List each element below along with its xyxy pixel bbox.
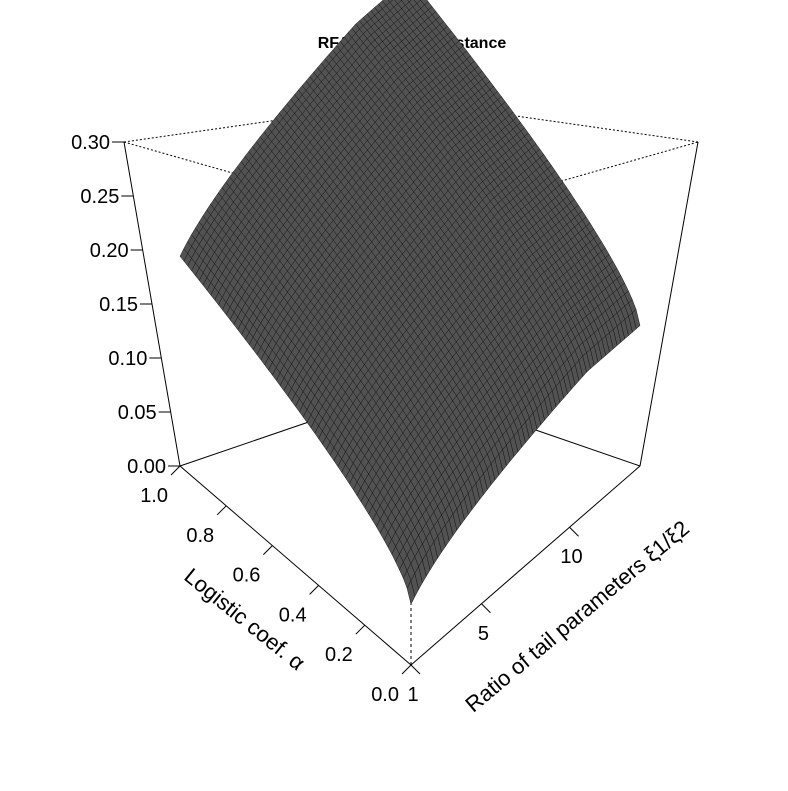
alpha-tick-mark <box>263 545 273 555</box>
alpha-tick-label: 1.0 <box>140 485 168 507</box>
alpha-tick-label: 0.0 <box>371 684 399 706</box>
surface-facet <box>407 0 412 3</box>
z-tick-label: 0.00 <box>127 456 166 478</box>
z-tick-label: 0.05 <box>118 402 157 424</box>
alpha-tick-mark <box>401 664 412 675</box>
ratio-tick-mark <box>569 526 579 537</box>
ratio-axis-line <box>410 465 641 666</box>
box-edge-right-vertical <box>639 141 699 467</box>
ratio-tick-label: 1 <box>407 684 418 706</box>
ratio-tick-label: 10 <box>560 546 582 568</box>
axis-ticks: 0.00 0.05 0.10 0.15 0.20 0.25 0.30 0.0 0.2 0.4 0.6… <box>71 132 583 706</box>
ratio-tick-label: 5 <box>478 623 489 645</box>
z-tick-label: 0.20 <box>90 240 129 262</box>
alpha-tick-mark <box>309 585 319 595</box>
z-tick-label: 0.25 <box>80 186 119 208</box>
alpha-axis-line <box>179 465 412 666</box>
ratio-tick-mark <box>481 603 491 614</box>
alpha-tick-mark <box>170 465 181 476</box>
ratio-tick-mark <box>410 664 421 675</box>
alpha-tick-label: 0.6 <box>233 565 261 587</box>
alpha-tick-mark <box>355 624 366 635</box>
alpha-tick-mark <box>216 505 227 516</box>
alpha-tick-label: 0.2 <box>325 644 353 666</box>
alpha-tick-label: 0.8 <box>186 525 214 547</box>
z-tick-label: 0.15 <box>99 294 138 316</box>
surface-facet <box>406 579 416 605</box>
z-tick-label: 0.10 <box>108 348 147 370</box>
alpha-tick-label: 0.4 <box>279 604 307 626</box>
z-tick-label: 0.30 <box>71 132 110 154</box>
surface-mesh <box>179 0 641 605</box>
